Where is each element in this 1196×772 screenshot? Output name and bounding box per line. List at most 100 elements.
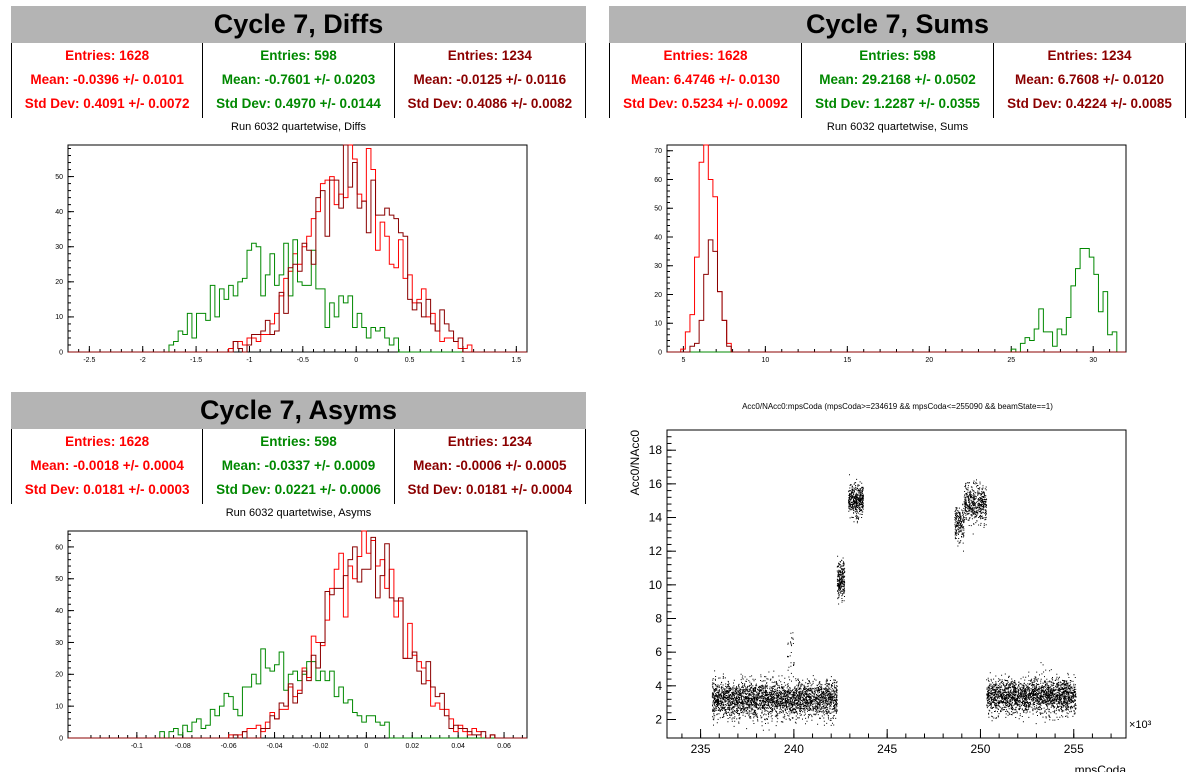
diffs-run-label: Run 6032 quartetwise, Diffs bbox=[231, 121, 366, 133]
sums-stats-set1: Entries: 1628 Mean: 6.4746 +/- 0.0130 St… bbox=[610, 43, 802, 118]
x-tick-label: -0.06 bbox=[221, 743, 237, 750]
y-tick-label: 70 bbox=[654, 148, 662, 155]
sums-run-label: Run 6032 quartetwise, Sums bbox=[826, 121, 969, 133]
stat-std: Std Dev: 0.0181 +/- 0.0004 bbox=[407, 482, 573, 497]
x-tick-label: -1 bbox=[246, 357, 252, 364]
stat-std: Std Dev: 0.0221 +/- 0.0006 bbox=[216, 482, 381, 497]
diffs-title: Cycle 7, Diffs bbox=[11, 6, 586, 43]
stat-std: Std Dev: 0.0181 +/- 0.0003 bbox=[24, 482, 190, 497]
y-tick-label: 20 bbox=[55, 672, 63, 679]
scatter-cluster-6 bbox=[986, 662, 1077, 725]
plot-frame bbox=[67, 530, 528, 739]
scatter-points bbox=[986, 662, 1077, 725]
x-tick-label: -0.08 bbox=[175, 743, 191, 750]
x-tick-label: 250 bbox=[970, 742, 990, 756]
scatter-points bbox=[786, 632, 795, 697]
y-tick-label: 10 bbox=[55, 703, 63, 710]
y-tick-label: 14 bbox=[649, 511, 663, 525]
y-tick-label: 30 bbox=[55, 244, 63, 251]
plot-2: 5 10 15 20 25 30 0 10 20 30 40 50 60 70 bbox=[654, 144, 1127, 364]
diffs-stats-set3: Entries: 1234 Mean: -0.0125 +/- 0.0116 S… bbox=[395, 43, 585, 118]
y-tick-label: 18 bbox=[649, 443, 663, 457]
stat-std: Std Dev: 0.4224 +/- 0.0085 bbox=[1007, 96, 1172, 111]
x-tick-label: 240 bbox=[784, 742, 804, 756]
asyms-stats-set1: Entries: 1628 Mean: -0.0018 +/- 0.0004 S… bbox=[12, 429, 204, 504]
scatter-cluster-2 bbox=[836, 555, 846, 605]
x-tick-label: -2.5 bbox=[83, 357, 95, 364]
scatter-points bbox=[848, 474, 864, 524]
scatter-cluster-1 bbox=[711, 670, 838, 731]
x-tick-label: -0.02 bbox=[312, 743, 328, 750]
scatter-points bbox=[836, 555, 846, 605]
y-tick-label: 20 bbox=[55, 279, 63, 286]
stat-mean: Mean: -0.0396 +/- 0.0101 bbox=[30, 72, 184, 87]
y-axis-title: Acc0/NAcc0 bbox=[628, 430, 642, 496]
x-tick-label: 245 bbox=[877, 742, 897, 756]
plot-frame bbox=[67, 144, 528, 353]
y-tick-label: 50 bbox=[55, 576, 63, 583]
stat-entries: Entries: 598 bbox=[260, 434, 337, 449]
stat-entries: Entries: 1628 bbox=[65, 434, 150, 449]
x-tick-label: 0 bbox=[364, 743, 368, 750]
y-tick-label: 2 bbox=[655, 712, 662, 726]
sums-stats-set3: Entries: 1234 Mean: 6.7608 +/- 0.0120 St… bbox=[994, 43, 1185, 118]
x-axis-title: mpsCoda bbox=[1075, 763, 1127, 772]
x-tick-label: 20 bbox=[925, 357, 933, 364]
hist-series-1 bbox=[68, 530, 527, 739]
x-tick-label: 10 bbox=[761, 357, 769, 364]
sums-stats-set2: Entries: 598 Mean: 29.2168 +/- 0.0502 St… bbox=[802, 43, 994, 118]
y-tick-label: 30 bbox=[654, 263, 662, 270]
stat-std: Std Dev: 0.4086 +/- 0.0082 bbox=[407, 96, 573, 111]
diffs-stats-set1: Entries: 1628 Mean: -0.0396 +/- 0.0101 S… bbox=[12, 43, 204, 118]
stat-std: Std Dev: 0.5234 +/- 0.0092 bbox=[623, 96, 788, 111]
stat-mean: Mean: 29.2168 +/- 0.0502 bbox=[819, 72, 976, 87]
stat-entries: Entries: 1234 bbox=[1047, 48, 1132, 63]
stat-mean: Mean: -0.0337 +/- 0.0009 bbox=[221, 458, 376, 473]
asyms-stats-set3: Entries: 1234 Mean: -0.0006 +/- 0.0005 S… bbox=[395, 429, 585, 504]
y-tick-label: 0 bbox=[59, 735, 63, 742]
x-tick-label: 255 bbox=[1064, 742, 1084, 756]
scatter-cluster-7 bbox=[786, 632, 795, 697]
y-tick-label: 0 bbox=[59, 349, 63, 356]
y-tick-label: 4 bbox=[655, 679, 662, 693]
y-tick-label: 0 bbox=[658, 349, 662, 356]
y-tick-label: 10 bbox=[55, 314, 63, 321]
stat-entries: Entries: 598 bbox=[859, 48, 936, 63]
scatter-points bbox=[954, 503, 965, 552]
stat-mean: Mean: -0.7601 +/- 0.0203 bbox=[221, 72, 376, 87]
sums-stats-box: Entries: 1628 Mean: 6.4746 +/- 0.0130 St… bbox=[609, 43, 1186, 118]
x-tick-label: -0.04 bbox=[267, 743, 283, 750]
x-tick-label: 30 bbox=[1089, 357, 1097, 364]
x-tick-label: 1.5 bbox=[511, 357, 521, 364]
x-tick-label: 0.06 bbox=[497, 743, 511, 750]
asyms-run-label: Run 6032 quartetwise, Asyms bbox=[225, 507, 372, 519]
stat-entries: Entries: 1628 bbox=[65, 48, 150, 63]
y-tick-label: 8 bbox=[655, 612, 662, 626]
stat-mean: Mean: -0.0006 +/- 0.0005 bbox=[413, 458, 567, 473]
stat-mean: Mean: -0.0018 +/- 0.0004 bbox=[30, 458, 184, 473]
y-tick-label: 60 bbox=[654, 177, 662, 184]
stat-mean: Mean: 6.7608 +/- 0.0120 bbox=[1015, 72, 1164, 87]
stat-mean: Mean: -0.0125 +/- 0.0116 bbox=[413, 72, 567, 87]
scatter-title: Acc0/NAcc0:mpsCoda (mpsCoda>=234619 && m… bbox=[742, 402, 1053, 411]
stat-std: Std Dev: 1.2287 +/- 0.0355 bbox=[815, 96, 980, 111]
y-tick-label: 40 bbox=[654, 234, 662, 241]
stat-entries: Entries: 1234 bbox=[447, 48, 532, 63]
y-tick-label: 10 bbox=[649, 578, 663, 592]
x-tick-label: 15 bbox=[843, 357, 851, 364]
y-tick-label: 10 bbox=[654, 321, 662, 328]
x-tick-label: 0.02 bbox=[405, 743, 419, 750]
scatter-points bbox=[711, 670, 838, 731]
plot-4: 235 240 245 250 255 2 4 6 8 10 12 14 16 18 mpsCoda Acc0… bbox=[628, 429, 1152, 772]
asyms-stats-set2: Entries: 598 Mean: -0.0337 +/- 0.0009 St… bbox=[203, 429, 395, 504]
hist-series-2 bbox=[667, 248, 1126, 353]
y-tick-label: 12 bbox=[649, 544, 663, 558]
x-tick-label: -2 bbox=[140, 357, 146, 364]
scatter-cluster-3 bbox=[848, 474, 864, 524]
x-tick-label: -0.5 bbox=[297, 357, 309, 364]
hist-series-3 bbox=[68, 536, 527, 739]
stat-std: Std Dev: 0.4970 +/- 0.0144 bbox=[216, 96, 381, 111]
hist-series-3 bbox=[68, 144, 527, 353]
hist-series-3 bbox=[667, 239, 1126, 353]
